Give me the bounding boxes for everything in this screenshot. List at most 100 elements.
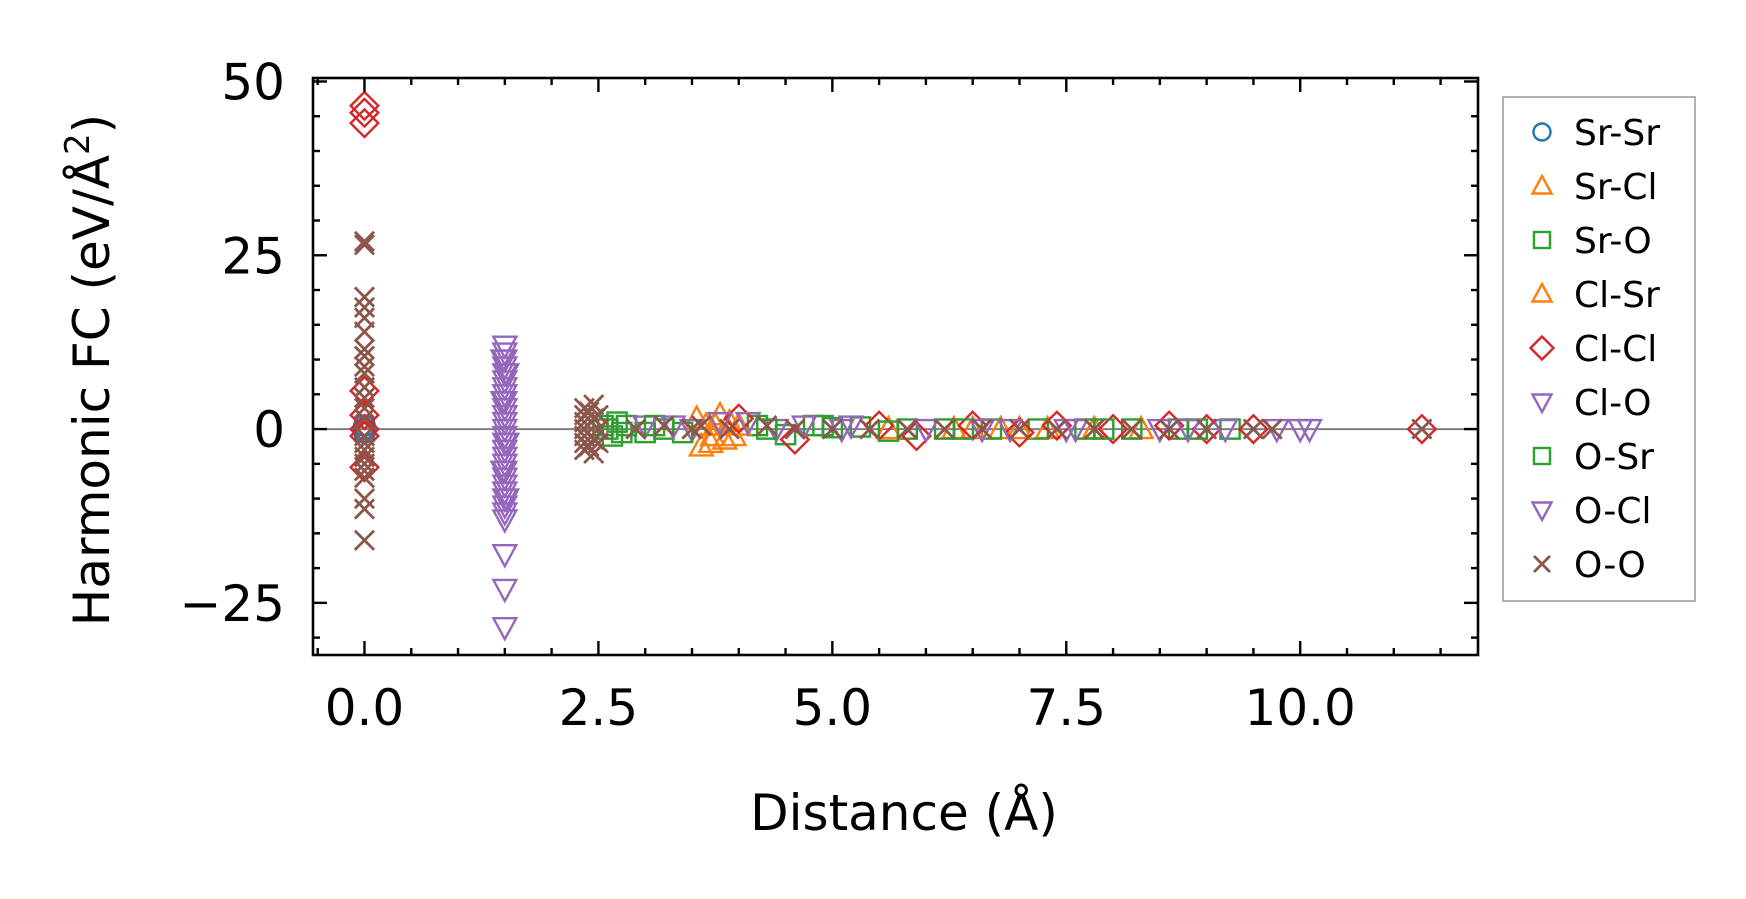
plot-area <box>311 76 1480 657</box>
data-point <box>353 376 376 398</box>
data-point <box>491 616 519 642</box>
data-point <box>587 418 609 440</box>
data-point <box>353 498 376 520</box>
data-point <box>493 363 521 388</box>
data-point <box>1046 418 1068 440</box>
data-point <box>1211 418 1239 444</box>
x-tick-label: 0.0 <box>325 679 405 737</box>
data-point <box>1296 418 1323 444</box>
data-point <box>1237 413 1269 445</box>
data-point <box>491 509 519 534</box>
data-point <box>1121 418 1143 440</box>
data-point <box>493 432 521 458</box>
data-point <box>1242 418 1265 440</box>
y-axis-label-close: ) <box>63 114 121 134</box>
data-point <box>1006 414 1033 440</box>
data-point <box>491 453 519 479</box>
data-point <box>1158 418 1180 440</box>
data-point <box>734 411 762 437</box>
data-point <box>348 97 380 129</box>
data-point <box>353 321 376 343</box>
legend-entry: Sr-Cl <box>1530 167 1657 208</box>
data-point <box>353 387 376 409</box>
data-point <box>901 420 933 452</box>
data-point <box>491 467 519 493</box>
data-point <box>1174 418 1202 444</box>
data-point <box>353 355 376 378</box>
data-point <box>821 418 843 440</box>
data-point <box>491 481 519 507</box>
data-point <box>491 446 519 472</box>
data-point <box>353 338 376 360</box>
data-point <box>1411 418 1433 440</box>
legend-marker <box>1528 334 1556 362</box>
legend: Sr-Sr Sr-Cl Sr-O Cl-Sr Cl-Cl Cl-O O-Sr O-Cl O-O <box>1502 96 1696 602</box>
legend-marker <box>1532 230 1552 250</box>
legend-marker <box>1530 501 1554 523</box>
legend-label: Sr-Sr <box>1574 113 1660 154</box>
data-point <box>348 375 380 407</box>
legend-entry: Cl-Sr <box>1530 275 1660 316</box>
legend-entry: O-O <box>1533 545 1646 586</box>
legend-marker <box>1530 281 1554 303</box>
legend-marker <box>1530 393 1554 415</box>
data-point <box>353 487 376 510</box>
data-point <box>912 418 940 444</box>
y-tick-label: 0 <box>253 401 285 459</box>
data-point <box>491 425 519 451</box>
data-point <box>968 418 996 444</box>
data-point <box>491 398 519 423</box>
data-point <box>491 377 519 402</box>
data-point <box>756 418 778 440</box>
data-point <box>1120 418 1143 440</box>
legend-frame <box>1502 96 1696 602</box>
data-point <box>784 418 806 440</box>
data-point <box>491 335 519 361</box>
x-tick-label: 7.5 <box>1027 679 1107 737</box>
legend-entry: O-Sr <box>1532 437 1654 478</box>
plot-frame <box>311 76 1480 657</box>
data-point <box>353 529 376 551</box>
data-point <box>837 415 865 441</box>
data-point <box>1406 413 1438 445</box>
data-point <box>971 418 993 440</box>
data-point <box>489 349 517 375</box>
data-point <box>859 418 881 440</box>
axis-ticks: 0.0 2.5 5.0 7.5 10.0 −25 0 25 50 <box>179 53 1478 737</box>
data-point <box>353 286 376 308</box>
y-axis-label: Harmonic FC (eV/Å2) <box>58 114 121 626</box>
data-point <box>489 391 517 416</box>
data-point <box>491 474 519 500</box>
legend-marker <box>1532 122 1552 142</box>
data-point <box>491 342 519 368</box>
data-point <box>491 411 519 437</box>
data-point <box>491 404 519 430</box>
legend-marker <box>1533 555 1551 573</box>
legend-label: Sr-O <box>1574 221 1652 262</box>
y-tick-label: −25 <box>179 575 285 633</box>
legend-marker <box>1532 446 1552 466</box>
data-point <box>353 234 376 256</box>
data-point <box>718 418 740 440</box>
data-points <box>348 90 1438 642</box>
data-point <box>896 418 918 440</box>
y-tick-label: 25 <box>221 227 285 285</box>
y-axis-label-superscript: 2 <box>58 133 98 155</box>
x-axis-label: Distance (Å) <box>750 784 1058 842</box>
data-point <box>491 578 519 604</box>
data-point <box>493 488 521 514</box>
data-point <box>875 414 902 440</box>
data-point <box>1003 417 1035 449</box>
data-point <box>491 356 519 382</box>
data-point <box>353 460 376 482</box>
legend-label: Cl-Cl <box>1574 329 1657 370</box>
data-point <box>491 495 519 521</box>
legend-label: Cl-Sr <box>1574 275 1660 316</box>
data-point <box>1083 418 1105 440</box>
data-point <box>625 418 647 440</box>
data-point <box>491 384 519 409</box>
data-point <box>489 460 517 486</box>
legend-label: O-O <box>1574 545 1646 586</box>
data-point <box>353 408 376 430</box>
